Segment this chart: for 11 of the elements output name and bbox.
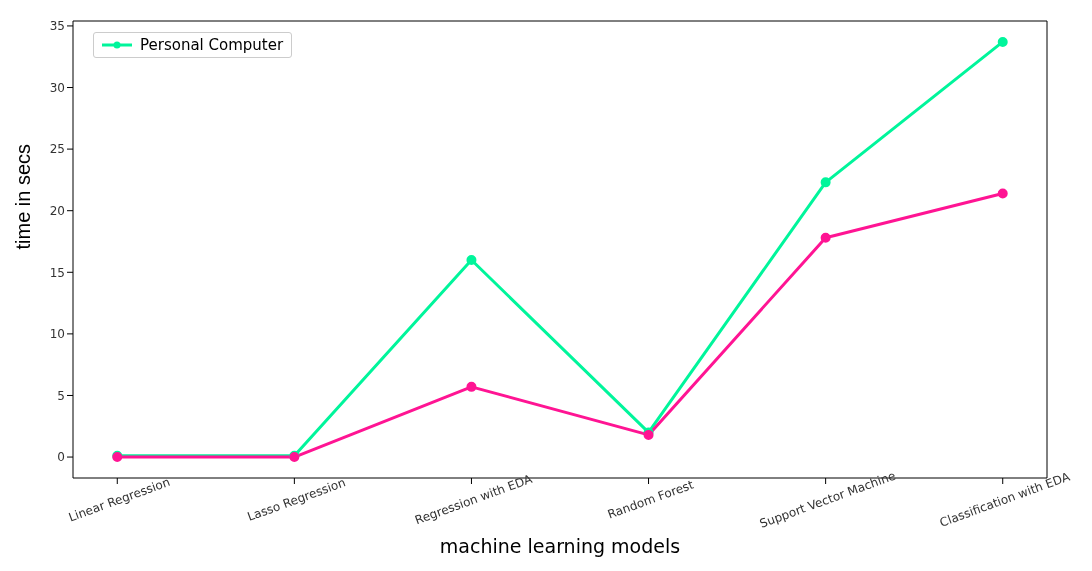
y-tick-label: 5 [57, 388, 65, 403]
y-tick-label: 0 [57, 450, 65, 465]
legend-label: Personal Computer [140, 36, 284, 54]
y-tick-label: 15 [49, 265, 65, 280]
y-tick-label: 25 [49, 142, 65, 157]
y-tick-label: 10 [49, 327, 65, 342]
y-tick-label: 35 [49, 19, 65, 34]
x-axis-title: machine learning models [439, 535, 681, 557]
y-axis-title: time in secs [12, 143, 35, 250]
y-tick-label: 30 [49, 80, 65, 95]
y-tick-label: 20 [49, 203, 65, 218]
